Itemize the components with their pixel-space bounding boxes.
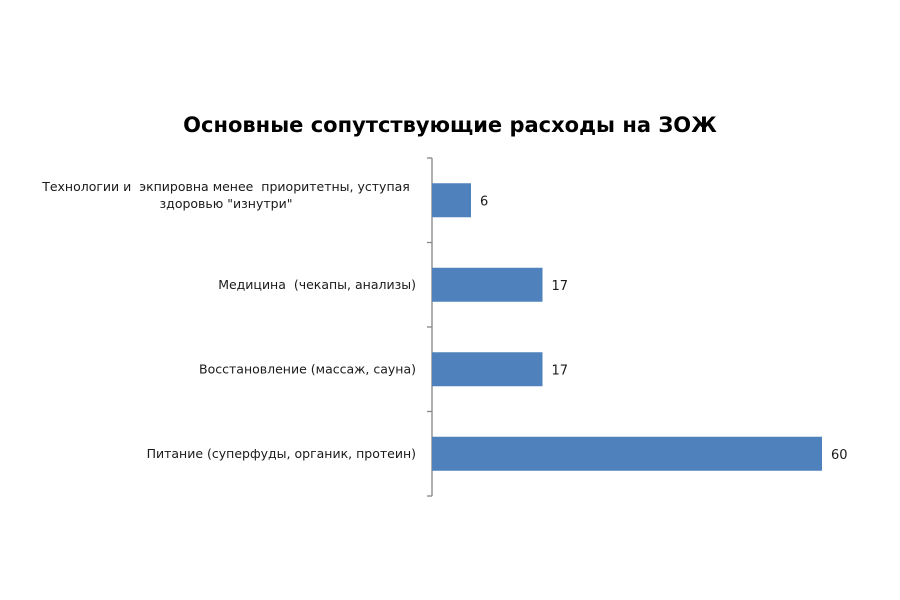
data-label: 17: [552, 363, 569, 378]
category-label-line: здоровью "изнутри": [160, 196, 293, 211]
data-label: 6: [480, 194, 488, 209]
category-label: Медицина (чекапы, анализы): [218, 277, 416, 292]
bar: [432, 436, 822, 471]
data-label: 17: [552, 279, 569, 294]
category-label-line: Восстановление (массаж, сауна): [199, 361, 416, 376]
chart-title: Основные сопутствующие расходы на ЗОЖ: [183, 113, 717, 137]
bar: [432, 183, 471, 218]
bar: [432, 267, 543, 302]
data-label: 60: [831, 448, 848, 463]
category-label-line: Питание (суперфуды, органик, протеин): [147, 446, 416, 461]
category-labels: Технологии и экпировна менее приоритетны…: [41, 179, 416, 461]
data-labels: 6 17 17 60: [480, 194, 848, 463]
bar: [432, 352, 543, 387]
category-label: Восстановление (массаж, сауна): [199, 361, 416, 376]
category-label: Технологии и экпировна менее приоритетны…: [41, 179, 410, 211]
category-label-line: Технологии и экпировна менее приоритетны…: [41, 179, 410, 194]
category-label-line: Медицина (чекапы, анализы): [218, 277, 416, 292]
category-axis: [427, 157, 433, 497]
category-label: Питание (суперфуды, органик, протеин): [147, 446, 416, 461]
bars: [432, 183, 822, 471]
